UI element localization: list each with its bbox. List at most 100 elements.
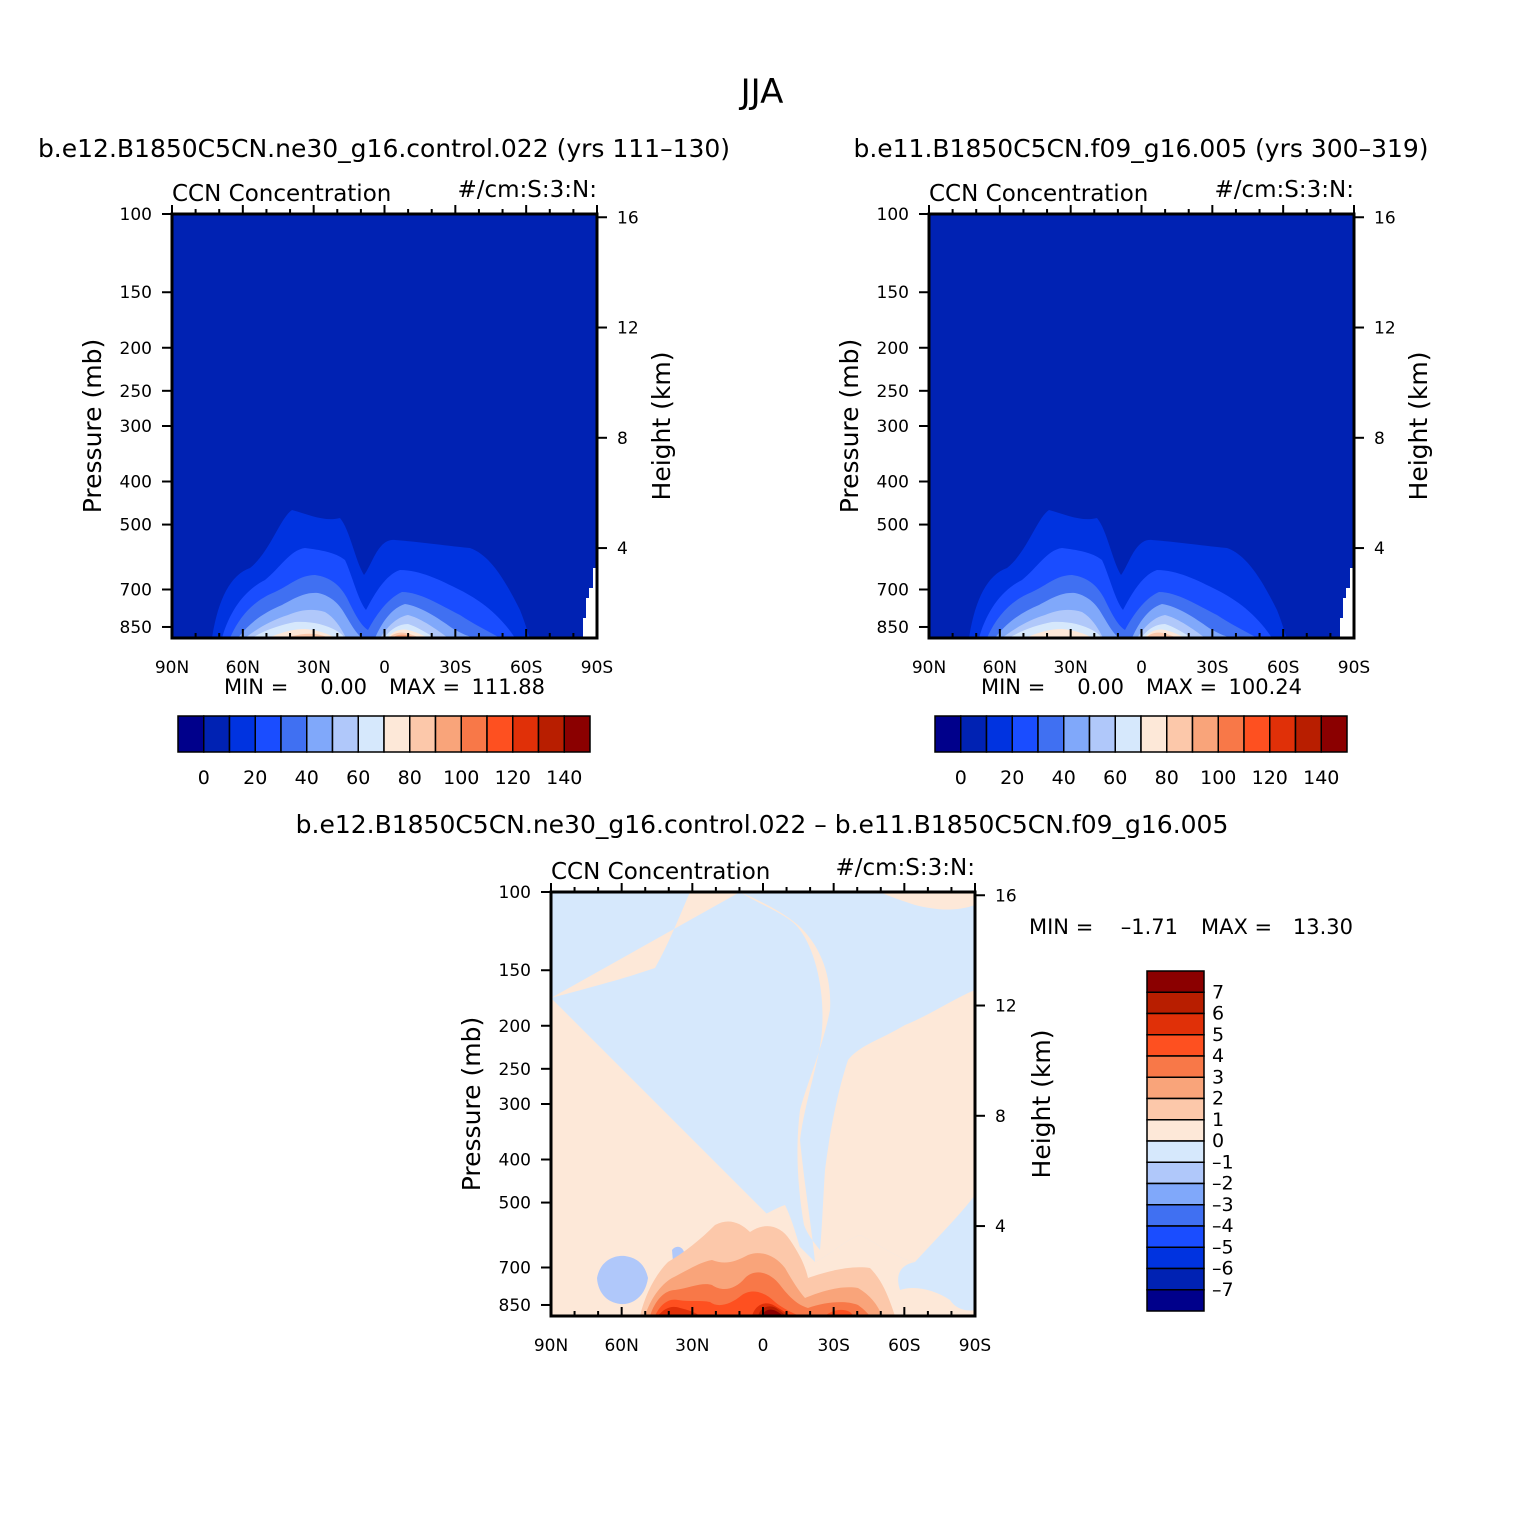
- colorbar-swatch: [1011, 715, 1039, 753]
- x-tick-label: 30S: [439, 658, 471, 678]
- panel-b-subtitle-right: #/cm:S:3:N:: [1214, 177, 1354, 203]
- colorbar-swatch: [1146, 1055, 1205, 1078]
- colorbar-swatch: [1146, 991, 1205, 1015]
- colorbar-label: 20: [243, 767, 267, 789]
- difference-subtitle-right: #/cm:S:3:N:: [835, 855, 975, 881]
- x-tick-label: 90S: [581, 658, 613, 678]
- min-value: 0.00: [1077, 675, 1124, 699]
- x-tick-label: 60S: [510, 658, 542, 678]
- y-tick-label: 700: [877, 581, 909, 601]
- panel-a-min-max: MIN = 0.00 MAX = 111.88: [224, 675, 545, 699]
- y-tick-label: 200: [877, 339, 909, 359]
- colorbar-label: 60: [1103, 767, 1127, 789]
- y-tick-label: 700: [499, 1259, 531, 1279]
- panel-b-colorbar: 0 20 40 60 80 100 120 140: [934, 715, 1348, 789]
- y-tick-label: 250: [120, 382, 152, 402]
- colorbar-swatch: [1146, 1182, 1205, 1206]
- contour-level-80: [1025, 629, 1185, 638]
- y-tick-label: 150: [877, 283, 909, 303]
- max-label: MAX =: [389, 675, 460, 699]
- right-tick-label: 8: [995, 1107, 1006, 1127]
- colorbar-swatch: [1146, 1289, 1205, 1312]
- colorbar-swatch: [1294, 715, 1322, 753]
- colorbar-label: –7: [1212, 1279, 1234, 1301]
- y-tick-label: 300: [120, 417, 152, 437]
- x-tick-label: 90N: [155, 658, 189, 678]
- right-tick-label: 12: [1374, 319, 1396, 339]
- colorbar-swatch: [331, 715, 359, 753]
- colorbar-swatch: [1088, 715, 1116, 753]
- colorbar-swatch: [1146, 970, 1205, 993]
- panel-a-contours: [172, 214, 597, 638]
- x-tick-label: 60S: [1267, 658, 1299, 678]
- colorbar-swatch: [254, 715, 282, 753]
- x-tick-label: 90S: [959, 1336, 991, 1356]
- colorbar-label: 5: [1212, 1024, 1224, 1046]
- figure-title: JJA: [739, 72, 784, 112]
- difference-y-axis-label: Pressure (mb): [457, 1017, 486, 1191]
- y-tick-label: 100: [877, 205, 909, 225]
- colorbar-swatch: [1146, 1225, 1205, 1248]
- x-tick-label: 30N: [1053, 658, 1087, 678]
- colorbar-label: 140: [546, 767, 582, 789]
- y-tick-label: 850: [499, 1296, 531, 1316]
- panel-a-subtitle-right: #/cm:S:3:N:: [457, 177, 597, 203]
- missing-data: [1340, 568, 1354, 638]
- colorbar-swatch: [460, 715, 488, 753]
- colorbar-label: 100: [1200, 767, 1236, 789]
- y-tick-label: 500: [120, 516, 152, 536]
- min-label: MIN =: [224, 675, 288, 699]
- x-tick-label: 60S: [888, 1336, 920, 1356]
- y-tick-label: 100: [120, 205, 152, 225]
- y-tick-label: 850: [877, 618, 909, 638]
- right-tick-label: 16: [995, 886, 1017, 906]
- colorbar-swatch: [177, 715, 205, 753]
- difference-min-max: MIN = –1.71 MAX = 13.30: [1029, 915, 1353, 939]
- colorbar-swatch: [1320, 715, 1348, 753]
- y-tick-label: 200: [120, 339, 152, 359]
- panel-b-subtitle-left: CCN Concentration: [929, 181, 1148, 207]
- colorbar-label: –4: [1212, 1215, 1234, 1237]
- colorbar-swatch: [1146, 1140, 1205, 1163]
- colorbar-swatch: [1037, 715, 1065, 753]
- y-tick-label: 500: [877, 516, 909, 536]
- panel-b-contours: [929, 214, 1354, 638]
- panel-a-axes: 90N 60N 30N 0 30S 60S 90S 100 150 200 250 300 400 500…: [120, 205, 639, 678]
- colorbar-swatch: [486, 715, 514, 753]
- colorbar-label: 40: [295, 767, 319, 789]
- colorbar-label: –6: [1212, 1258, 1234, 1280]
- min-label: MIN =: [1029, 915, 1093, 939]
- colorbar-swatch: [1269, 715, 1297, 753]
- x-tick-label: 90N: [912, 658, 946, 678]
- contour-level-0-to-1: [551, 892, 975, 1262]
- y-tick-label: 400: [120, 473, 152, 493]
- colorbar-label: –3: [1212, 1194, 1234, 1216]
- y-tick-label: 500: [499, 1194, 531, 1214]
- y-tick-label: 300: [499, 1095, 531, 1115]
- right-tick-label: 16: [1374, 208, 1396, 228]
- y-tick-label: 100: [499, 883, 531, 903]
- y-tick-label: 150: [120, 283, 152, 303]
- x-tick-label: 30S: [1196, 658, 1228, 678]
- y-tick-label: 200: [499, 1017, 531, 1037]
- panel-b-axes: 90N 60N 30N 0 30S 60S 90S 100 150 200 250 300 400 500…: [877, 205, 1396, 678]
- colorbar-swatch: [1146, 1097, 1205, 1121]
- y-tick-label: 150: [499, 961, 531, 981]
- x-tick-label: 30S: [817, 1336, 849, 1356]
- colorbar-swatch: [1243, 715, 1271, 753]
- max-label: MAX =: [1146, 675, 1217, 699]
- colorbar-swatch: [383, 715, 411, 753]
- min-value: –1.71: [1121, 915, 1178, 939]
- right-tick-label: 8: [1374, 429, 1385, 449]
- colorbar-swatch: [357, 715, 385, 753]
- contour-level-5-to-6: [658, 1303, 790, 1316]
- colorbar-swatch: [1146, 1012, 1205, 1036]
- colorbar-label: 0: [955, 767, 967, 789]
- colorbar-label: 2: [1212, 1088, 1224, 1110]
- colorbar-swatch: [1166, 715, 1194, 753]
- x-tick-label: 60N: [604, 1336, 638, 1356]
- colorbar-label: 40: [1052, 767, 1076, 789]
- colorbar-label: 80: [1155, 767, 1179, 789]
